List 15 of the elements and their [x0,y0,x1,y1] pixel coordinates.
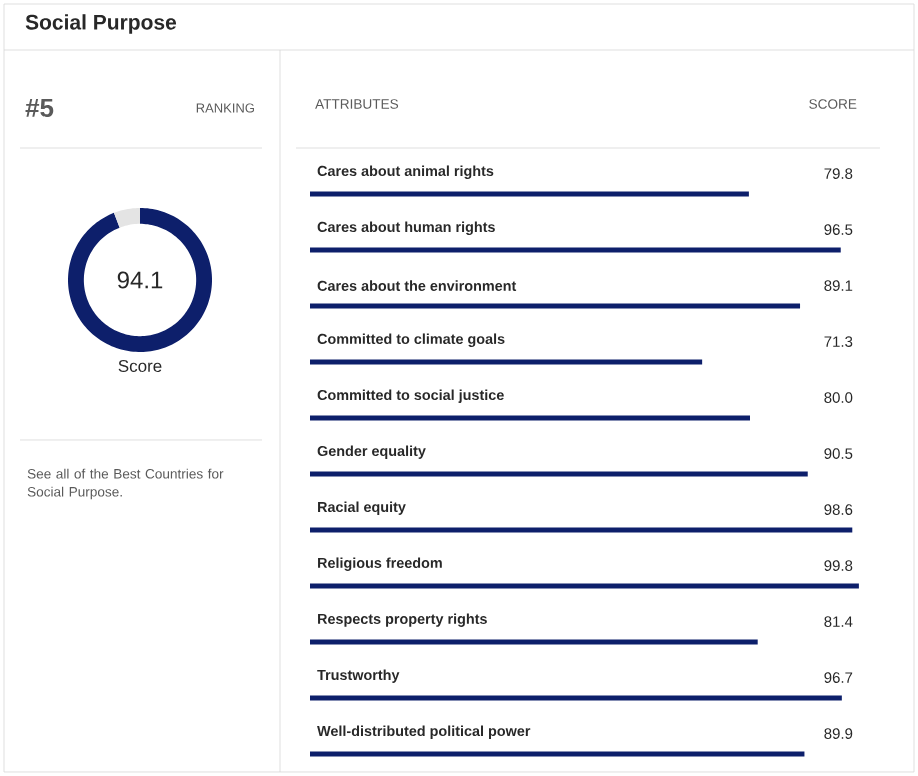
bar [310,247,841,253]
bar [310,303,801,309]
data-label: 94.1 [117,271,163,289]
chart-title: Social Purpose [25,14,177,34]
bar [310,191,749,197]
bar [310,639,758,645]
bar [310,583,859,589]
bar [310,359,703,365]
bar [310,471,808,477]
text: Score [118,359,162,372]
bar [310,527,853,533]
text: #5 [25,98,54,118]
bar [310,695,842,701]
bar [310,415,750,421]
bar [310,751,805,757]
